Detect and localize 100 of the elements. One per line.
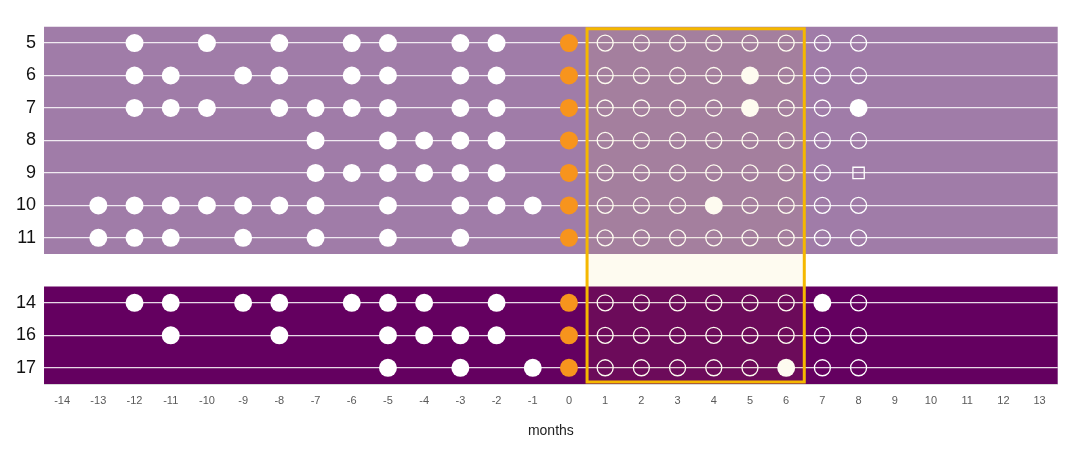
point [378, 196, 397, 215]
point [777, 229, 795, 247]
point [559, 66, 578, 85]
point [559, 163, 578, 182]
point [415, 326, 434, 345]
point [777, 131, 795, 150]
point [813, 66, 832, 85]
point [668, 66, 687, 85]
point [813, 359, 832, 377]
point [559, 196, 578, 215]
point [559, 131, 578, 150]
point [668, 359, 687, 377]
x-tick-label: -3 [455, 393, 466, 406]
point [632, 326, 651, 344]
point [741, 229, 759, 247]
x-tick-label: 2 [638, 393, 645, 406]
point [161, 66, 180, 85]
point [378, 326, 397, 345]
y-tick-label: 6 [26, 64, 37, 85]
point [415, 131, 434, 150]
point [596, 294, 614, 312]
point [415, 293, 434, 312]
x-tick-label: 10 [924, 393, 938, 406]
point [849, 326, 868, 344]
x-tick-label: 13 [1033, 393, 1046, 406]
point [705, 34, 723, 52]
point [849, 294, 868, 312]
x-axis-title: months [527, 422, 574, 439]
point [668, 34, 687, 52]
point [777, 196, 795, 215]
point [668, 294, 687, 312]
point [306, 196, 325, 215]
point [777, 358, 796, 377]
point [523, 196, 542, 215]
point [849, 359, 868, 377]
point [668, 99, 687, 117]
point [813, 164, 832, 182]
point [197, 34, 216, 53]
point [234, 196, 253, 215]
point [306, 163, 325, 182]
point [777, 66, 795, 85]
point [270, 34, 289, 53]
point [632, 294, 651, 312]
point [234, 293, 253, 312]
point [125, 228, 144, 247]
point [487, 196, 506, 215]
point [705, 164, 723, 182]
y-tick-label: 11 [17, 226, 37, 247]
point [451, 98, 470, 117]
point [487, 66, 506, 85]
point [849, 131, 868, 150]
x-tick-label: 7 [819, 393, 826, 406]
y-tick-label: 10 [15, 194, 37, 215]
point [849, 34, 868, 52]
point [741, 359, 759, 377]
point [777, 164, 795, 182]
x-tick-label: -14 [54, 393, 71, 406]
x-tick-label: -5 [383, 393, 393, 406]
point [559, 98, 578, 117]
y-tick-label: 7 [26, 96, 37, 117]
point [270, 98, 289, 117]
point [741, 326, 759, 344]
point [270, 293, 289, 312]
point [342, 98, 361, 117]
point [813, 196, 832, 215]
point [306, 131, 325, 150]
point [270, 196, 289, 215]
point [741, 294, 759, 312]
x-tick-label: -7 [310, 393, 321, 406]
point [378, 66, 397, 85]
point [378, 34, 397, 53]
point [523, 358, 542, 377]
y-tick-label: 5 [26, 32, 37, 53]
point [451, 358, 470, 377]
x-tick-label: -4 [419, 393, 430, 406]
point [342, 66, 361, 85]
point [161, 98, 180, 117]
point [89, 196, 108, 215]
point [161, 196, 180, 215]
point [740, 66, 759, 85]
point [596, 326, 614, 344]
point [740, 98, 759, 117]
point [813, 99, 832, 117]
point [306, 228, 325, 247]
point [813, 326, 832, 344]
point [668, 229, 687, 247]
x-tick-label: 6 [783, 393, 790, 406]
x-tick-label: -6 [346, 393, 357, 406]
y-tick-label: 8 [26, 129, 37, 150]
point [306, 98, 325, 117]
x-tick-label: -1 [527, 393, 538, 406]
x-tick-label: 5 [746, 393, 754, 406]
point [632, 359, 651, 377]
point [487, 326, 506, 345]
y-tick-label: 14 [15, 291, 37, 312]
point [849, 98, 868, 117]
point [596, 131, 614, 150]
x-tick-label: -13 [90, 393, 107, 406]
point [813, 293, 832, 312]
point [741, 164, 759, 182]
